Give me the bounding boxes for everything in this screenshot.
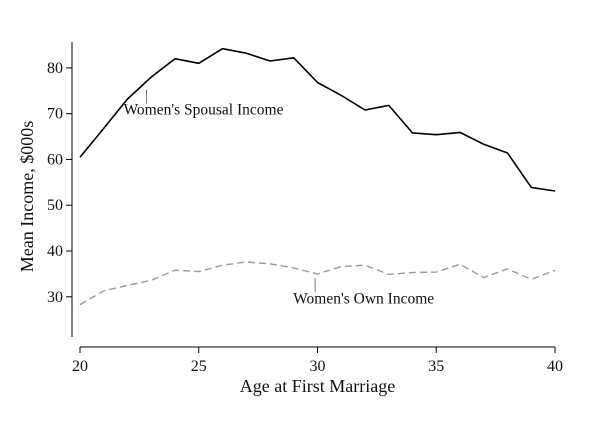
x-axis-title: Age at First Marriage (240, 376, 395, 396)
y-tick-label: 60 (47, 151, 63, 168)
annotation-label: Women's Own Income (293, 290, 434, 307)
y-tick-label: 80 (47, 60, 63, 77)
y-tick-label: 40 (47, 243, 63, 260)
annotation-layer: Women's Spousal Income Women's Own Income (124, 89, 434, 307)
y-axis: 30 40 50 60 70 80 (47, 42, 73, 337)
y-axis-title: Mean Income, $000s (17, 121, 37, 272)
x-axis: 20 25 30 35 40 (72, 346, 563, 375)
y-tick-label: 30 (47, 289, 63, 306)
x-tick-label: 35 (428, 358, 444, 375)
x-tick-label: 25 (191, 358, 207, 375)
series-line-own-income (79, 261, 556, 306)
x-tick-label: 30 (310, 358, 326, 375)
y-tick-label: 50 (47, 197, 63, 214)
x-tick-label: 40 (547, 358, 563, 375)
annotation-label: Women's Spousal Income (124, 101, 284, 118)
series-line-spousal-income (79, 47, 556, 192)
series-layer (79, 47, 556, 306)
x-tick-label: 20 (72, 358, 88, 375)
y-tick-label: 70 (47, 106, 63, 123)
